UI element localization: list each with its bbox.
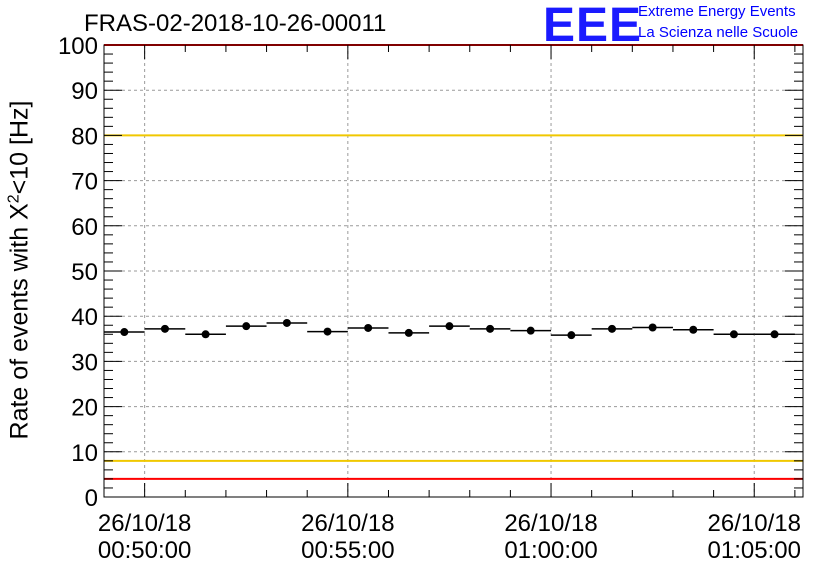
y-tick-label: 60 <box>71 214 98 241</box>
data-point-group <box>632 323 673 332</box>
x-tick-label-time: 01:05:00 <box>708 537 801 564</box>
grid <box>104 45 803 497</box>
data-point <box>120 328 129 337</box>
chart-title: FRAS-02-2018-10-26-00011 <box>84 10 387 37</box>
data-point <box>323 327 332 336</box>
data-point <box>486 324 495 333</box>
data-point-group <box>307 327 348 336</box>
data-point <box>729 330 738 339</box>
data-point <box>404 328 413 337</box>
y-axis-label-sup: 2 <box>5 194 23 204</box>
x-tick-label-date: 26/10/18 <box>98 510 191 537</box>
data-point <box>201 330 210 339</box>
data-point-group <box>144 324 186 333</box>
logo-line-2: La Scienza nelle Scuole <box>638 24 799 41</box>
reference-lines <box>104 44 803 480</box>
data-point-group <box>185 330 226 339</box>
data-point-group <box>347 323 389 332</box>
data-point <box>607 324 616 333</box>
data-point-group <box>266 318 308 327</box>
data-point-group <box>510 326 552 335</box>
data-point <box>242 322 251 331</box>
data-point-group <box>429 322 470 331</box>
y-tick-label: 70 <box>71 169 98 196</box>
x-tick-label-date: 26/10/18 <box>504 510 597 537</box>
data-point <box>282 318 291 327</box>
data-point <box>526 326 535 335</box>
y-tick-label: 10 <box>71 440 98 467</box>
data-point-group <box>388 328 430 337</box>
data-point <box>648 323 657 332</box>
eee-logo: EEE <box>543 0 643 52</box>
data-point <box>160 324 169 333</box>
y-tick-label: 100 <box>58 33 98 60</box>
y-tick-label: 80 <box>71 123 98 150</box>
data-point-group <box>591 324 633 333</box>
data-point <box>567 331 576 340</box>
data-point-group <box>469 324 511 333</box>
data-point <box>364 323 373 332</box>
data-point <box>689 325 698 334</box>
x-tick-label-date: 26/10/18 <box>708 510 801 537</box>
x-tick-label-time: 00:55:00 <box>301 537 394 564</box>
data-point-group <box>551 331 592 340</box>
data-point-group <box>754 330 795 339</box>
y-tick-label: 20 <box>71 395 98 422</box>
data-point-group <box>104 328 145 337</box>
data-point <box>445 322 454 331</box>
y-axis-label-suffix: <10 [Hz] <box>5 100 34 195</box>
y-tick-label: 40 <box>71 304 98 331</box>
data-point-group <box>672 325 714 334</box>
axis-ticks <box>103 44 803 498</box>
x-tick-label-date: 26/10/18 <box>301 510 394 537</box>
y-tick-label: 30 <box>71 349 98 376</box>
x-tick-label-time: 00:50:00 <box>98 537 191 564</box>
data-series <box>104 318 795 340</box>
data-point-group <box>713 330 755 339</box>
y-tick-label: 50 <box>71 259 98 286</box>
y-tick-label: 0 <box>85 485 98 512</box>
data-point-group <box>225 322 267 331</box>
tick-labels: 010203040506070809010026/10/1800:50:0026… <box>58 33 801 564</box>
y-tick-label: 90 <box>71 78 98 105</box>
y-axis-label-prefix: Rate of events with X <box>5 203 34 440</box>
data-point <box>770 330 779 339</box>
y-axis-label: Rate of events with X2<10 [Hz] <box>5 101 34 440</box>
logo-line-1: Extreme Energy Events <box>638 3 796 20</box>
x-tick-label-time: 01:00:00 <box>504 537 597 564</box>
